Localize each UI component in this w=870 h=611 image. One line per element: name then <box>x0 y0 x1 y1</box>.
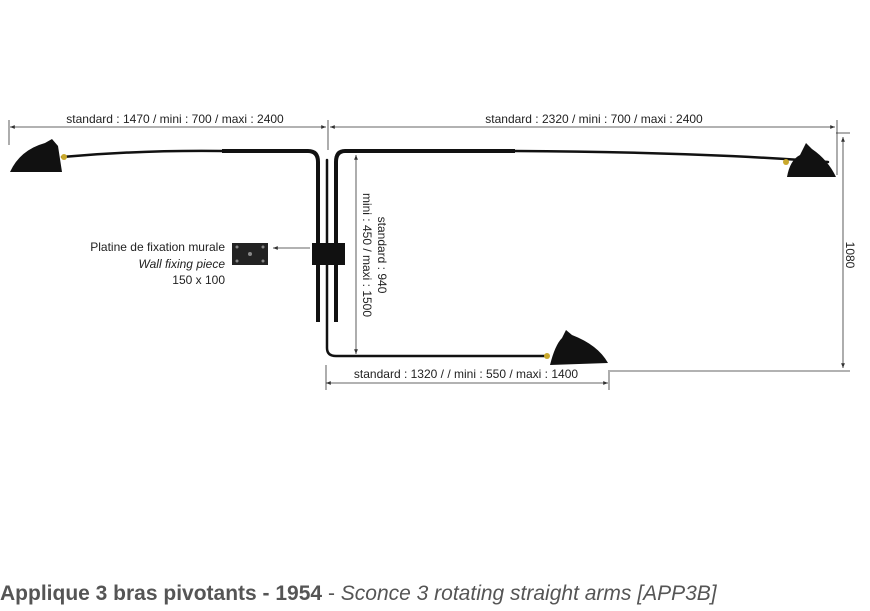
dimension-label: standard : 1320 / / mini : 550 / maxi : … <box>354 367 578 381</box>
dimension-label: standard : 2320 / mini : 700 / maxi : 24… <box>485 112 703 126</box>
dimension-label: 1080 <box>843 242 857 269</box>
dimension-lines <box>8 120 850 390</box>
wall-piece-label: Wall fixing piece <box>139 257 226 271</box>
dimension-label: standard : 1470 / mini : 700 / maxi : 24… <box>66 112 284 126</box>
wall-piece-label: Platine de fixation murale <box>90 240 225 254</box>
wall-piece-size: 150 x 100 <box>172 273 225 287</box>
caption: Applique 3 bras pivotants - 1954 - Sconc… <box>0 582 718 605</box>
dimension-label: standard : 940 <box>375 217 389 294</box>
caption-fr: Applique 3 bras pivotants - 1954 <box>0 582 322 605</box>
wall-piece <box>232 243 268 265</box>
dimension-label: mini : 450 / maxi : 1500 <box>360 193 374 317</box>
caption-separator: - <box>328 582 335 605</box>
caption-en: Sconce 3 rotating straight arms [APP3B] <box>341 582 718 605</box>
lamp <box>10 139 836 365</box>
